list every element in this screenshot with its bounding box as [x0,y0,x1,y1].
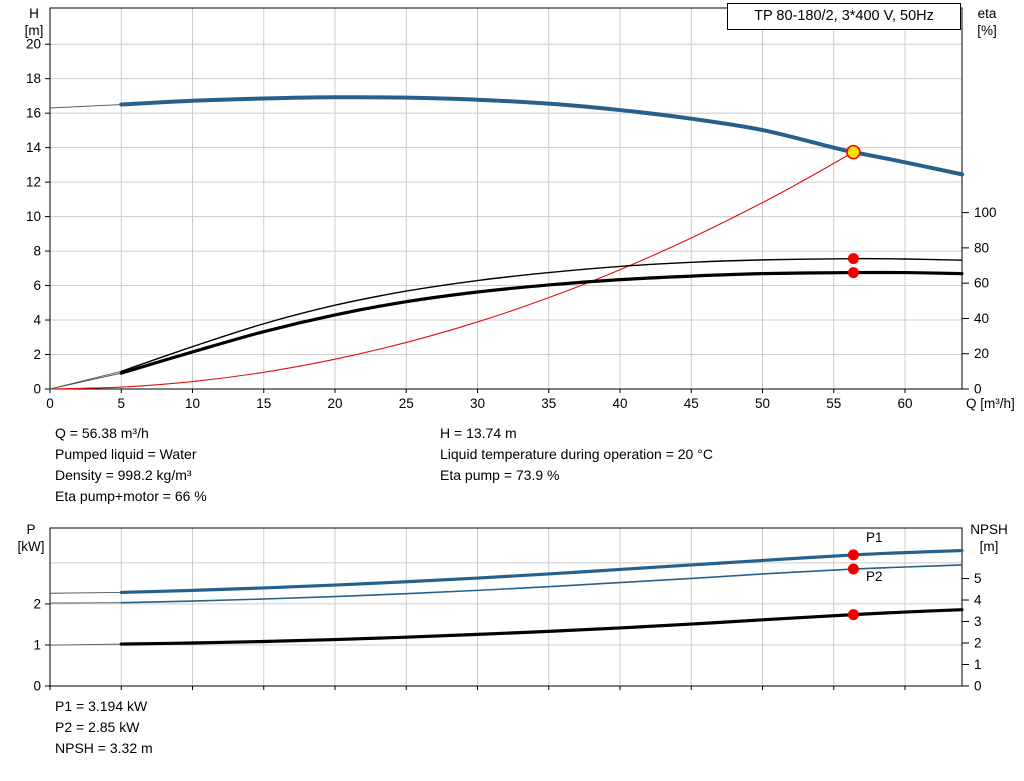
series-lead-NPSH-curve [49,643,122,646]
left-tick-label: 1 [33,637,41,652]
x-tick-label: 0 [46,396,54,411]
right-tick-label: 5 [974,571,982,586]
left-tick-label: 4 [33,313,41,328]
npsh-axis-title-line2: [m] [979,539,999,554]
p-axis-title: P [kW] [8,521,54,555]
left-tick-label: 18 [26,71,41,86]
info-eta-pump-motor: Eta pump+motor = 66 % [55,488,207,504]
eta-pump-point [847,253,859,265]
left-tick-label: 0 [33,382,41,397]
info-p2: P2 = 2.85 kW [55,719,140,735]
info-p1: P1 = 3.194 kW [55,698,148,714]
x-tick-label: 50 [755,396,770,411]
right-tick-label: 40 [974,311,989,326]
h-axis-title-line1: H [29,6,39,21]
chart-qh_eta: 0 5 10 15 20 25 30 35 40 45 50 55 60 0 2 4 6 8 10 12 14 16 18 2… [26,7,997,411]
q-axis-label: Q [m³/h] [966,396,1015,411]
right-tick-label: 80 [974,240,989,255]
info-pumped-liquid: Pumped liquid = Water [55,446,197,462]
right-tick-label: 20 [974,346,989,361]
info-eta-pump: Eta pump = 73.9 % [440,467,560,483]
x-tick-label: 10 [185,396,200,411]
plot-border [49,527,963,687]
left-tick-label: 0 [33,679,41,694]
info-density: Density = 998.2 kg/m³ [55,467,192,483]
left-tick-label: 14 [26,140,42,155]
duty-point [846,144,861,160]
p-axis-title-line1: P [26,522,36,537]
left-tick-label: 16 [26,106,41,121]
npsh-axis-title-line1: NPSH [970,522,1008,537]
series-lead-P1 [49,591,122,594]
left-tick-label: 2 [33,596,41,611]
series-P2 [120,564,963,604]
series-system-curve [49,151,854,390]
series-label-P1: P1 [866,530,883,545]
eta-axis-title-line2: [%] [977,23,997,38]
series-eta-pump-curve [120,257,963,373]
series-NPSH-curve [119,608,964,646]
left-tick-label: 10 [26,209,41,224]
x-tick-label: 60 [897,396,912,411]
plot-border [49,7,963,390]
left-tick-label: 8 [33,244,41,259]
x-tick-label: 25 [399,396,414,411]
chart-power_npsh: 0 1 2 0 1 2 3 4 5 P1 P2 [33,527,982,694]
npsh-point [847,609,859,621]
eta-pump-motor-point [847,267,859,279]
right-tick-label: 3 [974,614,982,629]
right-tick-label: 0 [974,679,982,694]
left-tick-label: 12 [26,175,41,190]
x-tick-label: 5 [117,396,125,411]
p1-point [847,549,859,561]
p-axis-title-line2: [kW] [17,539,45,554]
x-tick-label: 55 [826,396,841,411]
series-lead-head-curve [49,104,122,109]
info-h: H = 13.74 m [440,425,517,441]
series-label-P2: P2 [866,569,883,584]
duty-info-col2: H = 13.74 m Liquid temperature during op… [440,423,713,486]
x-tick-label: 40 [612,396,627,411]
duty-info-col1: Q = 56.38 m³/h Pumped liquid = Water Den… [55,423,207,507]
right-tick-label: 60 [974,276,989,291]
x-tick-label: 15 [256,396,271,411]
right-tick-label: 100 [974,205,997,220]
series-eta-pump-motor-curve [119,270,964,375]
left-tick-label: 6 [33,278,41,293]
info-npsh: NPSH = 3.32 m [55,740,153,756]
x-tick-label: 20 [327,396,342,411]
right-tick-label: 2 [974,636,982,651]
power-info-block: P1 = 3.194 kW P2 = 2.85 kW NPSH = 3.32 m [55,696,153,759]
right-tick-label: 1 [974,657,982,672]
series-lead-eta-pump-motor-curve [49,372,122,390]
x-tick-label: 30 [470,396,485,411]
pump-title-box: TP 80-180/2, 3*400 V, 50Hz [727,3,961,30]
right-tick-label: 0 [974,382,982,397]
left-tick-label: 2 [33,347,41,362]
p2-point [847,563,859,575]
eta-axis-title: eta [%] [964,5,1010,39]
series-P1 [119,548,964,595]
x-tick-label: 45 [684,396,699,411]
info-liquid-temperature: Liquid temperature during operation = 20… [440,446,713,462]
h-axis-title: H [m] [14,5,54,39]
right-tick-label: 4 [974,593,982,608]
info-q: Q = 56.38 m³/h [55,425,149,441]
eta-axis-title-line1: eta [977,6,997,21]
left-tick-label: 20 [26,37,41,52]
x-tick-label: 35 [541,396,556,411]
npsh-axis-title: NPSH [m] [960,521,1018,555]
h-axis-title-line2: [m] [24,23,44,38]
